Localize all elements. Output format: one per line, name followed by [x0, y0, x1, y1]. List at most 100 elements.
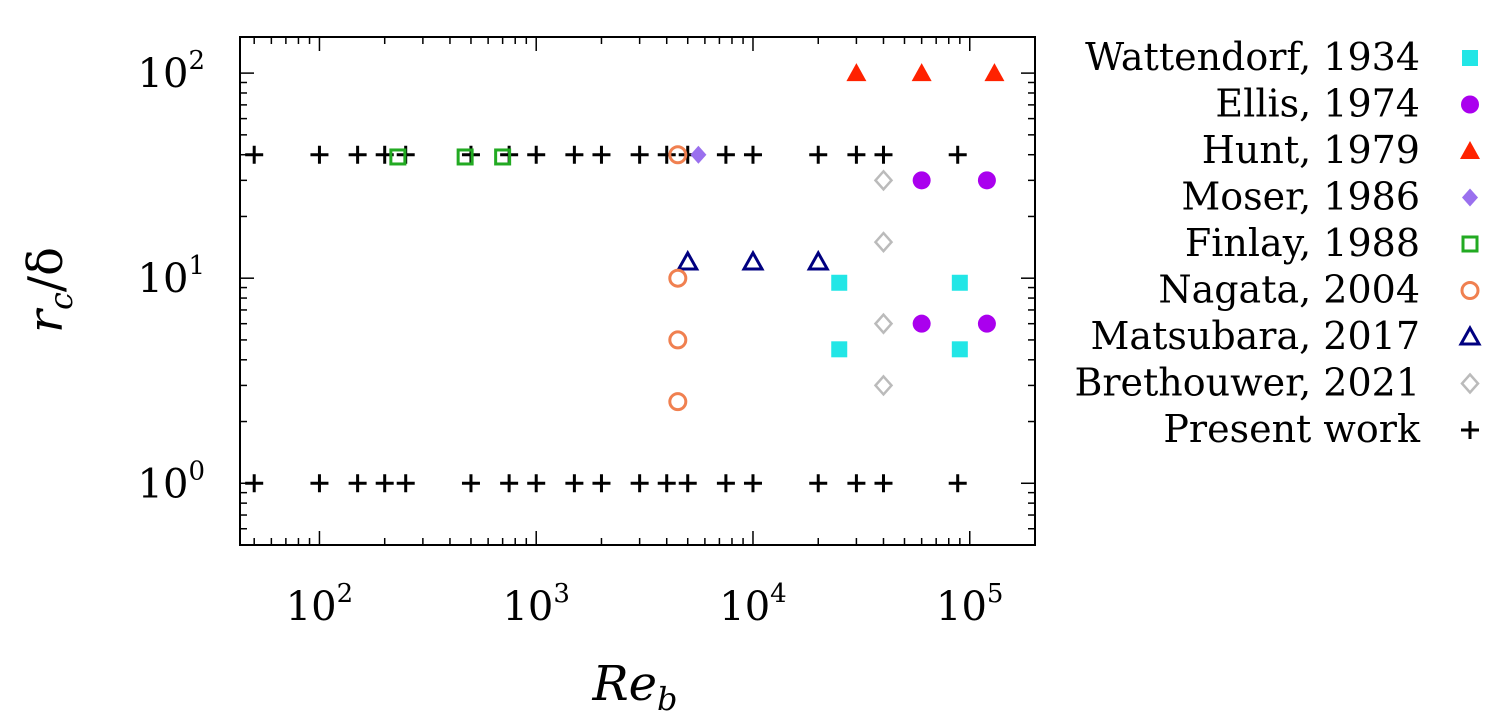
- legend-label: Moser, 1986: [1181, 175, 1420, 219]
- legend-label: Wattendorf, 1934: [1085, 35, 1420, 79]
- series-brethouwer-2021: [873, 169, 894, 397]
- legend-label: Nagata, 2004: [1158, 268, 1420, 312]
- data-point: [668, 145, 688, 165]
- y-tick-label: 101: [138, 251, 205, 302]
- legend-marker: [1458, 324, 1482, 346]
- data-point: [456, 148, 474, 166]
- legend-label: Hunt, 1979: [1202, 128, 1420, 172]
- data-point: [716, 474, 735, 493]
- data-point: [565, 145, 584, 164]
- data-point: [348, 474, 367, 493]
- data-point: [847, 474, 866, 493]
- legend-marker: [1461, 95, 1479, 114]
- data-point: [743, 145, 762, 164]
- data-point: [984, 63, 1005, 82]
- legend-label: Finlay, 1988: [1185, 221, 1420, 265]
- y-tick-label: 102: [138, 46, 205, 97]
- legend-marker: [1462, 50, 1478, 66]
- series-ellis-1974: [912, 171, 996, 333]
- data-point: [461, 474, 480, 493]
- data-point: [657, 145, 676, 164]
- x-axis-title: Reb: [591, 656, 677, 718]
- plot-frame: [239, 36, 1036, 546]
- data-point: [874, 145, 893, 164]
- data-point: [494, 148, 512, 166]
- data-point: [630, 145, 649, 164]
- data-point: [527, 474, 546, 493]
- legend-label: Present work: [1163, 407, 1421, 451]
- data-point: [592, 145, 611, 164]
- data-point: [668, 268, 688, 288]
- data-point: [310, 145, 329, 164]
- data-point: [911, 63, 932, 82]
- series-wattendorf-1934: [831, 274, 968, 358]
- data-point: [348, 145, 367, 164]
- data-point: [678, 474, 697, 493]
- legend-label: Matsubara, 2017: [1091, 314, 1420, 358]
- legend-marker: [1461, 235, 1479, 253]
- data-point: [874, 474, 893, 493]
- data-point: [846, 63, 867, 82]
- series-nagata-2004: [668, 145, 688, 412]
- legend-marker: [1460, 372, 1480, 395]
- legend-marker: [1460, 141, 1480, 159]
- data-point: [977, 171, 996, 190]
- data-point: [951, 341, 968, 358]
- x-tick-label: 104: [719, 579, 786, 630]
- data-point: [500, 474, 519, 493]
- legend-marker: [1460, 281, 1480, 300]
- data-point: [676, 249, 700, 271]
- data-point: [948, 145, 967, 164]
- x-tick-labels: 102 103 104 105: [286, 579, 1004, 630]
- data-point: [592, 474, 611, 493]
- data-point: [657, 474, 676, 493]
- data-point: [809, 145, 828, 164]
- data-point: [396, 474, 415, 493]
- legend-label: Brethouwer, 2021: [1074, 361, 1420, 405]
- data-point: [951, 274, 968, 291]
- series-present-work: [245, 145, 967, 493]
- data-point: [912, 171, 931, 190]
- legend-marker: [1462, 188, 1478, 207]
- data-point: [565, 474, 584, 493]
- data-point: [847, 145, 866, 164]
- data-point: [831, 274, 848, 291]
- data-point: [873, 312, 894, 335]
- series-finlay-1988: [389, 148, 512, 166]
- data-point: [743, 474, 762, 493]
- y-tick-labels: 100 101 102: [138, 46, 205, 507]
- data-point: [831, 341, 848, 358]
- y-axis-title: rc/δ: [18, 247, 80, 333]
- data-point: [668, 330, 688, 350]
- data-point: [630, 474, 649, 493]
- data-point: [310, 474, 329, 493]
- legend-marker: [1461, 421, 1479, 439]
- data-point: [527, 145, 546, 164]
- axis-ticks: [240, 37, 1036, 546]
- x-tick-label: 103: [502, 579, 569, 630]
- data-point: [245, 474, 264, 493]
- x-tick-label: 105: [936, 579, 1003, 630]
- data-point: [977, 314, 996, 333]
- data-points: [245, 63, 1005, 493]
- series-hunt-1979: [846, 63, 1005, 82]
- y-tick-label: 100: [138, 456, 205, 507]
- data-point: [245, 145, 264, 164]
- data-point: [948, 474, 967, 493]
- data-point: [873, 231, 894, 253]
- data-point: [716, 145, 735, 164]
- data-point: [389, 148, 407, 166]
- series-matsubara-2017: [676, 249, 830, 271]
- data-point: [375, 474, 394, 493]
- x-tick-label: 102: [286, 579, 353, 630]
- data-point: [873, 374, 894, 397]
- data-point: [809, 474, 828, 493]
- data-point: [912, 314, 931, 333]
- data-point: [690, 145, 707, 164]
- series-moser-1986: [690, 145, 707, 164]
- data-point: [741, 249, 765, 271]
- data-point: [668, 392, 688, 412]
- data-point: [806, 249, 830, 271]
- data-point: [873, 169, 894, 192]
